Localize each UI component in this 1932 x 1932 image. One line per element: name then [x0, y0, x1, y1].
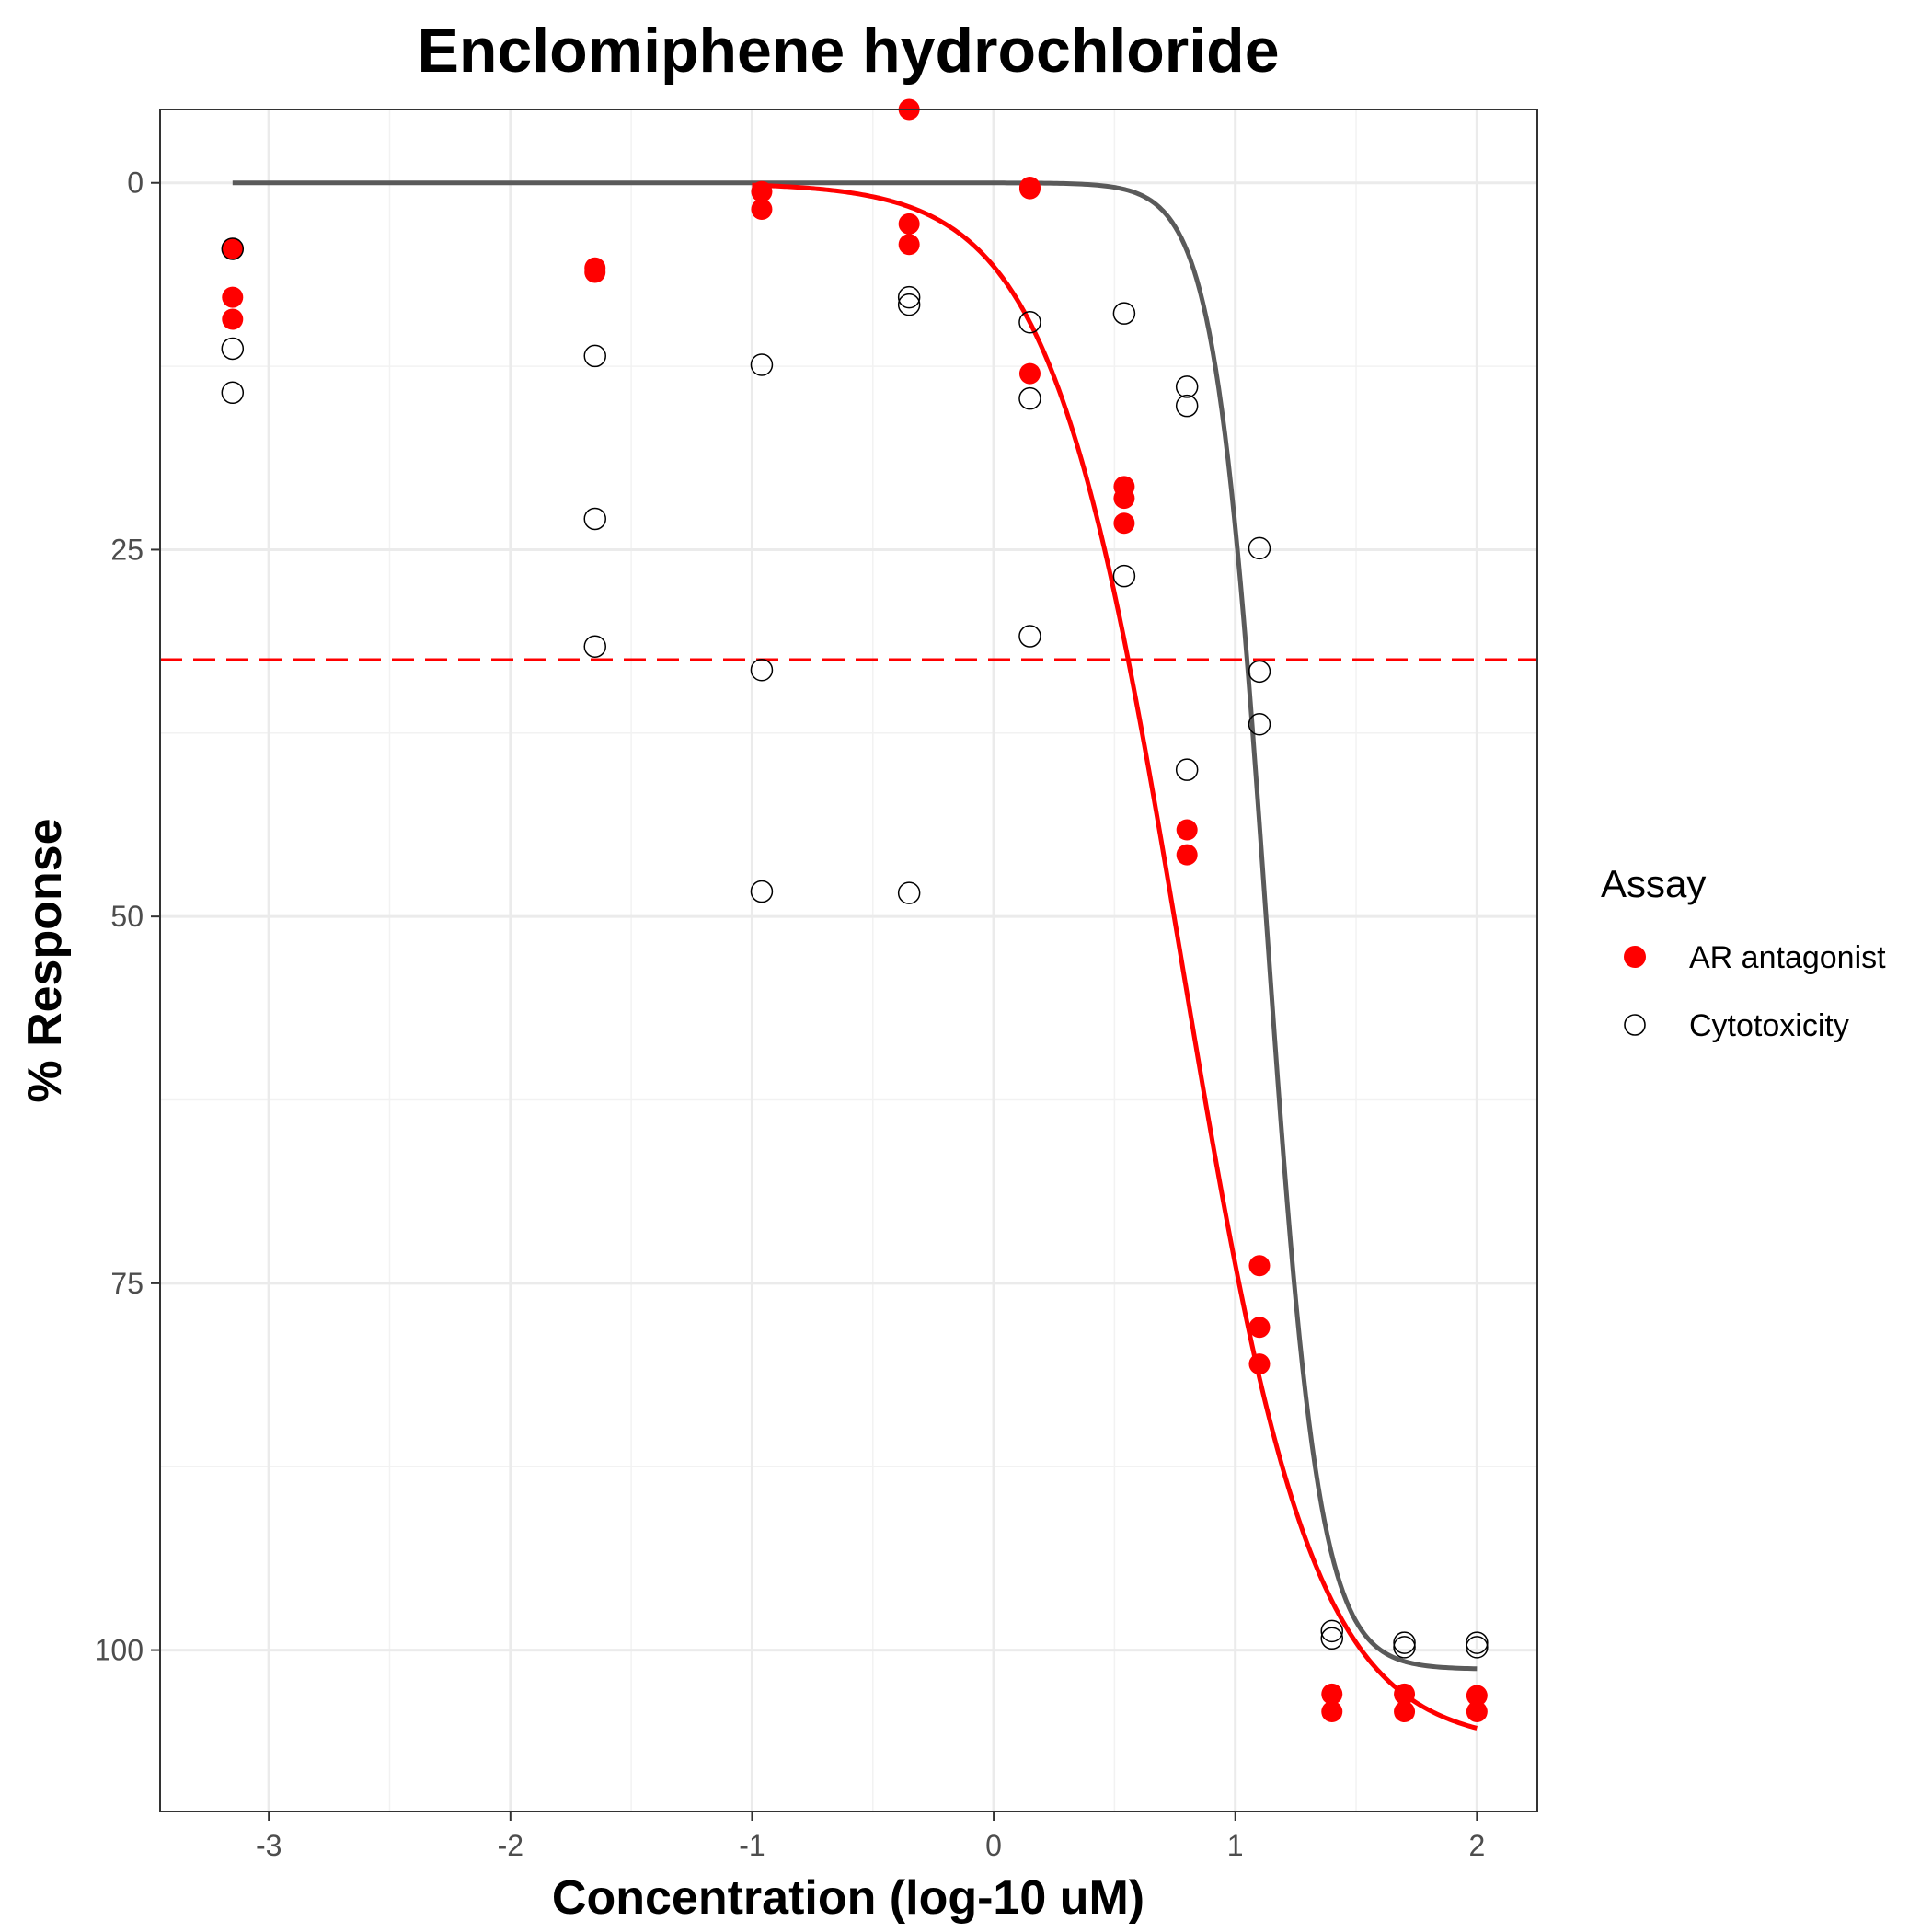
legend-key-cytotoxicity	[1624, 1014, 1646, 1036]
point-ar-antagonist	[1018, 362, 1041, 385]
point-ar-antagonist	[1248, 1353, 1271, 1375]
point-cytotoxicity	[1466, 1636, 1489, 1659]
x-tick-label: 1	[1227, 1829, 1244, 1862]
x-tick-label: -2	[498, 1829, 523, 1862]
chart-title: Enclomiphene hydrochloride	[417, 16, 1279, 86]
point-cytotoxicity	[1112, 302, 1136, 325]
point-ar-antagonist	[1113, 488, 1135, 510]
point-cytotoxicity	[221, 337, 245, 361]
point-ar-antagonist	[1018, 178, 1041, 200]
point-ar-antagonist	[222, 308, 244, 330]
point-ar-antagonist	[584, 261, 606, 283]
point-cytotoxicity	[1393, 1636, 1416, 1659]
point-cytotoxicity	[1320, 1627, 1344, 1650]
point-cytotoxicity	[583, 635, 606, 658]
point-ar-antagonist	[751, 180, 773, 202]
x-tick-label: -1	[739, 1829, 765, 1862]
legend: Assay AR antagonist Cytotoxicity	[1601, 862, 1886, 1043]
y-axis-title: % Response	[18, 818, 72, 1102]
fit-curves	[232, 180, 1478, 1731]
data-points	[221, 98, 1489, 1723]
point-cytotoxicity	[1018, 311, 1041, 334]
point-cytotoxicity	[897, 881, 921, 904]
point-ar-antagonist	[1321, 1701, 1343, 1723]
x-tick-label: 0	[985, 1829, 1002, 1862]
point-ar-antagonist	[1248, 1255, 1271, 1277]
y-tick-label: 75	[110, 1267, 144, 1300]
point-cytotoxicity	[1466, 1631, 1489, 1654]
x-axis-title: Concentration (log-10 uM)	[552, 1871, 1144, 1925]
point-ar-antagonist	[1466, 1685, 1488, 1707]
legend-label-ar-antagonist: AR antagonist	[1689, 940, 1886, 975]
point-ar-antagonist	[1248, 1317, 1271, 1339]
y-tick-label: 100	[95, 1634, 144, 1667]
point-cytotoxicity	[750, 880, 774, 903]
point-ar-antagonist	[1466, 1701, 1488, 1723]
point-ar-antagonist	[1321, 1683, 1343, 1705]
grid	[160, 109, 1537, 1811]
point-cytotoxicity	[1248, 712, 1271, 736]
y-axis-ticks: 0 25 50 75 100	[95, 167, 160, 1667]
point-ar-antagonist	[1394, 1701, 1416, 1723]
point-cytotoxicity	[1112, 564, 1136, 588]
point-ar-antagonist	[898, 234, 920, 256]
legend-title: Assay	[1601, 862, 1706, 905]
point-cytotoxicity	[1393, 1631, 1416, 1654]
point-ar-antagonist	[751, 198, 773, 220]
point-cytotoxicity	[1320, 1619, 1344, 1643]
point-ar-antagonist	[1113, 512, 1135, 535]
point-ar-antagonist	[898, 213, 920, 235]
point-ar-antagonist	[1176, 844, 1198, 866]
point-cytotoxicity	[750, 353, 774, 376]
point-cytotoxicity	[897, 293, 921, 316]
legend-label-cytotoxicity: Cytotoxicity	[1689, 1008, 1849, 1043]
y-tick-label: 50	[110, 900, 144, 933]
point-cytotoxicity	[221, 381, 245, 405]
point-cytotoxicity	[1175, 758, 1199, 781]
point-cytotoxicity	[1018, 625, 1041, 648]
point-ar-antagonist	[1394, 1683, 1416, 1705]
legend-key-ar-antagonist	[1624, 946, 1646, 968]
x-axis-ticks: -3 -2 -1 0 1 2	[256, 1811, 1485, 1862]
point-ar-antagonist	[222, 238, 244, 260]
point-cytotoxicity	[1018, 386, 1041, 410]
plot-panel-border	[159, 109, 1538, 1812]
point-cytotoxicity	[221, 237, 245, 260]
fit-curve-ar-antagonist	[751, 182, 1478, 1731]
y-tick-label: 25	[110, 533, 144, 566]
point-cytotoxicity	[583, 507, 606, 531]
point-cytotoxicity	[1175, 375, 1199, 398]
point-ar-antagonist	[1176, 819, 1198, 841]
point-cytotoxicity	[1248, 660, 1271, 684]
point-cytotoxicity	[1248, 536, 1271, 560]
x-tick-label: -3	[256, 1829, 282, 1862]
y-tick-label: 0	[127, 167, 144, 200]
point-cytotoxicity	[583, 344, 606, 368]
x-tick-label: 2	[1468, 1829, 1485, 1862]
point-cytotoxicity	[897, 285, 921, 309]
point-cytotoxicity	[750, 658, 774, 682]
fit-curve-cytotoxicity	[232, 180, 1478, 1672]
point-cytotoxicity	[1175, 394, 1199, 418]
point-ar-antagonist	[222, 286, 244, 308]
